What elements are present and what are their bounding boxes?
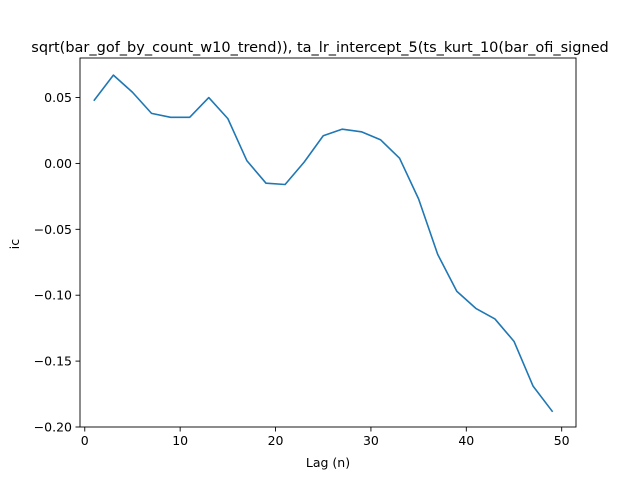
x-tick-label: 20 (268, 433, 284, 448)
series-line-0 (93, 74, 554, 413)
x-tick-label: 40 (458, 433, 474, 448)
x-tick-label: 0 (81, 433, 89, 448)
y-tick-label: 0.00 (44, 156, 72, 171)
y-axis-ticks: 0.05 0.00 −0.05 −0.10 −0.15 −0.20 (34, 90, 80, 435)
y-axis-label: ic (7, 239, 22, 249)
y-tick-label: −0.15 (34, 354, 72, 369)
x-tick-label: 30 (363, 433, 379, 448)
x-tick-label: 50 (554, 433, 570, 448)
axes-frame (79, 57, 577, 428)
y-tick-label: −0.10 (34, 288, 72, 303)
y-tick-label: −0.05 (34, 222, 72, 237)
chart-title: sqrt(bar_gof_by_count_w10_trend)), ta_lr… (31, 40, 608, 56)
x-axis-label: Lag (n) (306, 455, 350, 470)
x-axis-ticks: 0 10 20 30 40 50 (81, 427, 570, 448)
plot-area (79, 57, 577, 428)
y-tick-label: 0.05 (44, 90, 72, 105)
x-tick-label: 10 (172, 433, 188, 448)
y-tick-label: −0.20 (34, 420, 72, 435)
